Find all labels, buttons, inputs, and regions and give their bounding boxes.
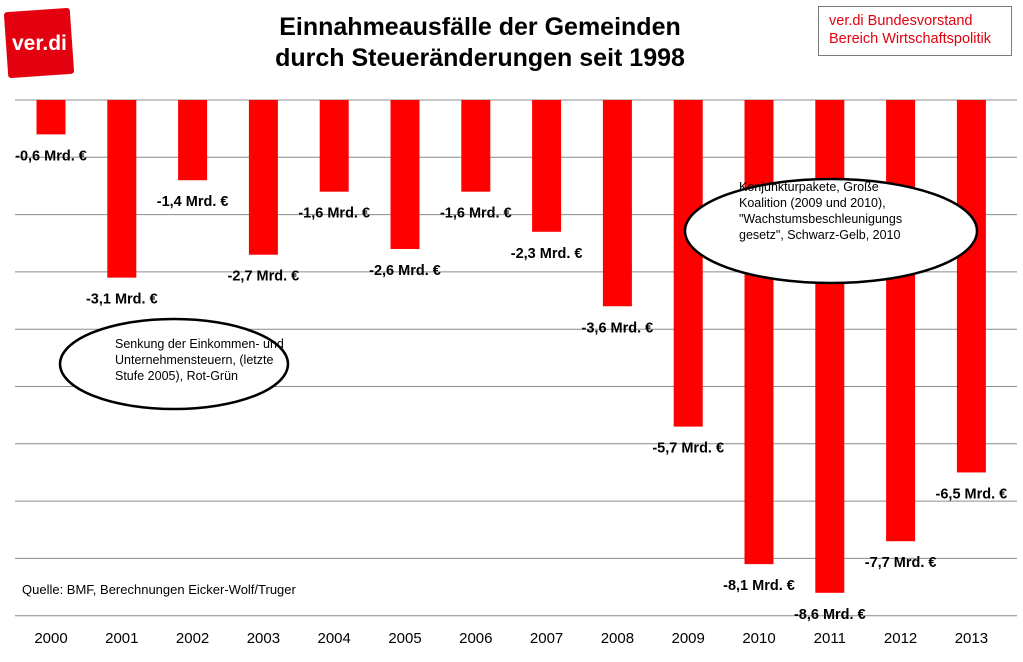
org-line1: ver.di Bundesvorstand — [829, 13, 973, 29]
x-tick-2008: 2008 — [601, 630, 634, 647]
callout-stimulus-ellipse — [683, 177, 979, 285]
data-label-2007: -2,3 Mrd. € — [511, 246, 583, 262]
x-tick-2001: 2001 — [105, 630, 138, 647]
x-tick-2007: 2007 — [530, 630, 563, 647]
data-label-2013: -6,5 Mrd. € — [936, 486, 1008, 502]
data-label-2009: -5,7 Mrd. € — [652, 441, 724, 457]
data-label-2012: -7,7 Mrd. € — [865, 555, 937, 571]
data-label-2001: -3,1 Mrd. € — [86, 292, 158, 308]
chart-title: Einnahmeausfälle der Gemeinden durch Ste… — [200, 12, 760, 74]
data-label-2000: -0,6 Mrd. € — [15, 148, 87, 164]
data-label-2010: -8,1 Mrd. € — [723, 578, 795, 594]
data-label-2008: -3,6 Mrd. € — [582, 320, 654, 336]
callout-tax-cuts-text: Senkung der Einkommen- und Unternehmenste… — [115, 337, 284, 383]
callout-stimulus-text: Konjunkturpakete, Große Koalition (2009 u… — [739, 180, 902, 242]
x-tick-2009: 2009 — [672, 630, 705, 647]
logo-text: ver.di — [12, 32, 67, 55]
callout-line: gesetz", Schwarz-Gelb, 2010 — [739, 228, 901, 242]
x-tick-2006: 2006 — [459, 630, 492, 647]
data-label-2004: -1,6 Mrd. € — [298, 206, 370, 222]
callout-tax-cuts-ellipse — [58, 317, 290, 411]
x-tick-2003: 2003 — [247, 630, 280, 647]
chart-title-line1: Einnahmeausfälle der Gemeinden — [279, 13, 681, 41]
x-tick-2002: 2002 — [176, 630, 209, 647]
data-labels: -0,6 Mrd. € -3,1 Mrd. € -1,4 Mrd. € -2,7 Mr… — [15, 148, 1007, 622]
bars — [36, 100, 986, 593]
data-label-2003: -2,7 Mrd. € — [228, 269, 300, 285]
bar-2001 — [107, 100, 137, 278]
data-label-2011: -8,6 Mrd. € — [794, 607, 866, 623]
callout-line: "Wachstumsbeschleunigungs — [739, 212, 902, 226]
bar-2000 — [36, 100, 66, 135]
bar-2006 — [461, 100, 491, 192]
bar-2013 — [956, 100, 986, 473]
x-tick-2012: 2012 — [884, 630, 917, 647]
callout-tax-cuts: Senkung der Einkommen- und Unternehmenste… — [58, 317, 290, 411]
bar-2011 — [815, 100, 845, 593]
x-tick-2011: 2011 — [814, 630, 846, 647]
bar-2007 — [532, 100, 562, 232]
callout-line: Unternehmensteuern, (letzte — [115, 353, 273, 367]
chart-title-line2: durch Steueränderungen seit 1998 — [275, 44, 685, 72]
source-note: Quelle: BMF, Berechnungen Eicker-Wolf/Tr… — [22, 582, 296, 597]
verdi-logo: ver.di — [3, 4, 78, 79]
bar-2012 — [886, 100, 916, 542]
data-label-2002: -1,4 Mrd. € — [157, 194, 229, 210]
callout-line: Konjunkturpakete, Große — [739, 180, 879, 194]
x-tick-2004: 2004 — [318, 630, 351, 647]
callout-stimulus: Konjunkturpakete, Große Koalition (2009 u… — [683, 177, 979, 285]
x-tick-2010: 2010 — [742, 630, 775, 647]
bar-2010 — [744, 100, 774, 565]
org-box: ver.di Bundesvorstand Bereich Wirtschaft… — [818, 6, 1012, 56]
data-label-2006: -1,6 Mrd. € — [440, 206, 512, 222]
bar-2003 — [248, 100, 278, 255]
bar-2004 — [319, 100, 349, 192]
bar-2005 — [390, 100, 420, 249]
callout-line: Koalition (2009 und 2010), — [739, 196, 886, 210]
bar-2008 — [602, 100, 632, 307]
data-label-2005: -2,6 Mrd. € — [369, 263, 441, 279]
x-tick-2000: 2000 — [34, 630, 67, 647]
org-line2: Bereich Wirtschaftspolitik — [829, 31, 991, 47]
x-axis-tick-labels: 2000 2001 2002 2003 2004 2005 2006 2007 2008 2009… — [34, 630, 988, 647]
bar-2009 — [673, 100, 703, 427]
bar-2002 — [178, 100, 208, 181]
x-tick-2013: 2013 — [955, 630, 988, 647]
callout-line: Senkung der Einkommen- und — [115, 337, 284, 351]
callout-line: Stufe 2005), Rot-Grün — [115, 369, 238, 383]
x-tick-2005: 2005 — [388, 630, 421, 647]
